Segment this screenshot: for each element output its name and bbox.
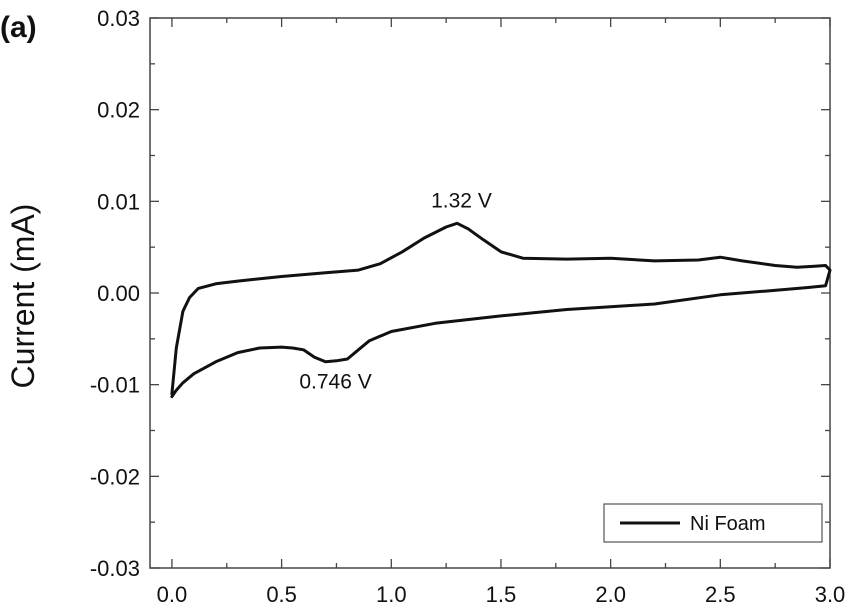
- y-tick-label: 0.00: [97, 281, 140, 306]
- panel-label: (a): [0, 11, 37, 44]
- y-tick-label: 0.03: [97, 6, 140, 31]
- y-axis-ticks: -0.03 -0.02 -0.01 0.00 0.01 0.02 0.03: [90, 6, 830, 581]
- x-tick-label: 2.0: [595, 582, 626, 607]
- legend: Ni Foam: [603, 503, 823, 543]
- annotations: 1.32 V 0.746 V: [299, 190, 491, 394]
- series-group: [170, 221, 832, 399]
- y-tick-label: -0.01: [90, 373, 140, 398]
- x-tick-label: 3.0: [815, 582, 846, 607]
- y-tick-label: 0.02: [97, 98, 140, 123]
- x-axis-ticks: 0.0 0.5 1.0 1.5 2.0 2.5 3.0: [157, 18, 846, 607]
- x-tick-label: 0.0: [157, 582, 188, 607]
- x-tick-label: 0.5: [266, 582, 297, 607]
- y-tick-label: 0.01: [97, 189, 140, 214]
- y-tick-label: -0.03: [90, 556, 140, 581]
- annotation-cathodic-peak: 0.746 V: [299, 371, 371, 394]
- x-tick-label: 1.0: [376, 582, 407, 607]
- legend-label-ni-foam: Ni Foam: [690, 513, 766, 535]
- annotation-anodic-peak: 1.32 V: [431, 190, 492, 213]
- x-tick-label: 1.5: [486, 582, 517, 607]
- y-axis-label: Current (mA): [5, 204, 41, 389]
- y-tick-label: -0.02: [90, 464, 140, 489]
- series-line-ni-foam: [170, 221, 832, 399]
- x-tick-label: 2.5: [705, 582, 736, 607]
